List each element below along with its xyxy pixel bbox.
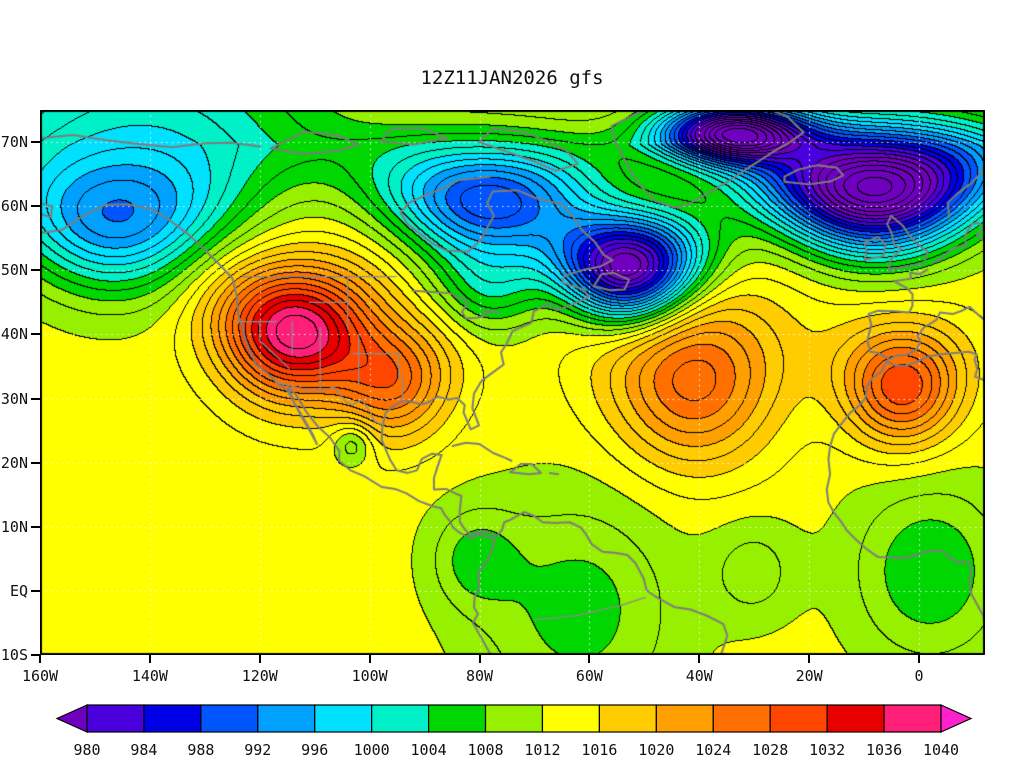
- colorbar-tick-label: 1040: [923, 741, 959, 759]
- colorbar-tick-label: 992: [244, 741, 271, 759]
- lon-tick: [918, 655, 921, 663]
- lat-tick: [31, 397, 40, 400]
- colorbar-cell: [541, 704, 601, 733]
- lon-tick: [698, 655, 701, 663]
- lat-tick-label: 30N: [0, 389, 28, 408]
- colorbar-tick-label: 1032: [809, 741, 845, 759]
- colorbar-cell: [257, 704, 316, 733]
- lon-tick: [258, 655, 261, 663]
- lat-tick: [31, 333, 40, 336]
- colorbar-cell: [769, 704, 828, 733]
- lon-tick-label: 80W: [465, 667, 494, 685]
- colorbar-tick-label: 984: [130, 741, 157, 759]
- lat-tick-label: 50N: [0, 261, 28, 280]
- colorbar-low-arrow: [55, 704, 88, 733]
- lat-tick-label: 60N: [0, 197, 28, 216]
- colorbar-tick-label: 996: [301, 741, 328, 759]
- lat-tick-label: 10N: [0, 517, 28, 536]
- colorbar-cell: [598, 704, 657, 733]
- colorbar-cell: [371, 704, 430, 733]
- lat-tick-label: 10S: [0, 646, 28, 664]
- lon-tick: [588, 655, 591, 663]
- colorbar-cell: [484, 704, 544, 733]
- colorbar-tick-label: 1016: [581, 741, 617, 759]
- colorbar-cell: [883, 704, 942, 733]
- colorbar-tick-label: 1024: [695, 741, 731, 759]
- lat-tick: [31, 461, 40, 464]
- mslp-contour-map: [40, 110, 985, 655]
- lon-tick: [478, 655, 481, 663]
- lon-tick-label: 60W: [575, 667, 603, 685]
- colorbar-cell: [428, 704, 487, 733]
- colorbar-tick-label: 1000: [354, 741, 390, 759]
- colorbar-cell: [712, 704, 771, 733]
- lat-tick: [31, 141, 40, 144]
- lat-tick: [31, 654, 40, 656]
- colorbar-tick-label: 1004: [411, 741, 447, 759]
- lat-tick-label: EQ: [9, 581, 28, 600]
- colorbar-tick-label: 1012: [524, 741, 560, 759]
- lon-tick-label: 20W: [795, 667, 823, 685]
- colorbar-cell: [86, 704, 145, 733]
- lat-tick: [31, 205, 40, 208]
- lon-tick-label: 0: [914, 667, 924, 685]
- lon-tick: [368, 655, 371, 663]
- colorbar-tick-label: 980: [73, 741, 100, 759]
- lon-tick: [808, 655, 811, 663]
- lon-tick: [39, 655, 41, 663]
- lon-tick-label: 140W: [131, 667, 168, 685]
- lon-tick: [148, 655, 151, 663]
- lat-tick-label: 20N: [0, 453, 28, 472]
- lon-tick-label: 160W: [21, 667, 59, 685]
- colorbar: 980 984 988 992 996 1000 1004 1008 1012 1016 1020 1…: [55, 704, 973, 759]
- lat-tick: [31, 589, 40, 592]
- title-init-time: 12Z11JAN2026 gfs: [420, 67, 604, 89]
- colorbar-tick-label: 1028: [752, 741, 788, 759]
- colorbar-high-arrow: [940, 704, 973, 733]
- lat-tick-label: 40N: [0, 325, 28, 344]
- colorbar-tick-label: 1036: [866, 741, 902, 759]
- colorbar-tick-label: 1020: [638, 741, 674, 759]
- lon-tick-label: 100W: [351, 667, 388, 685]
- lat-tick: [31, 269, 40, 272]
- colorbar-cell: [143, 704, 202, 733]
- colorbar-cell: [655, 704, 714, 733]
- colorbar-tick-label: 1008: [467, 741, 503, 759]
- lat-tick-label: 70N: [0, 133, 28, 152]
- lat-tick: [31, 525, 40, 528]
- lon-tick-label: 120W: [241, 667, 278, 685]
- colorbar-tick-label: 988: [187, 741, 214, 759]
- colorbar-cell: [314, 704, 373, 733]
- lon-tick-label: 40W: [685, 667, 713, 685]
- colorbar-cell: [826, 704, 885, 733]
- colorbar-cell: [200, 704, 259, 733]
